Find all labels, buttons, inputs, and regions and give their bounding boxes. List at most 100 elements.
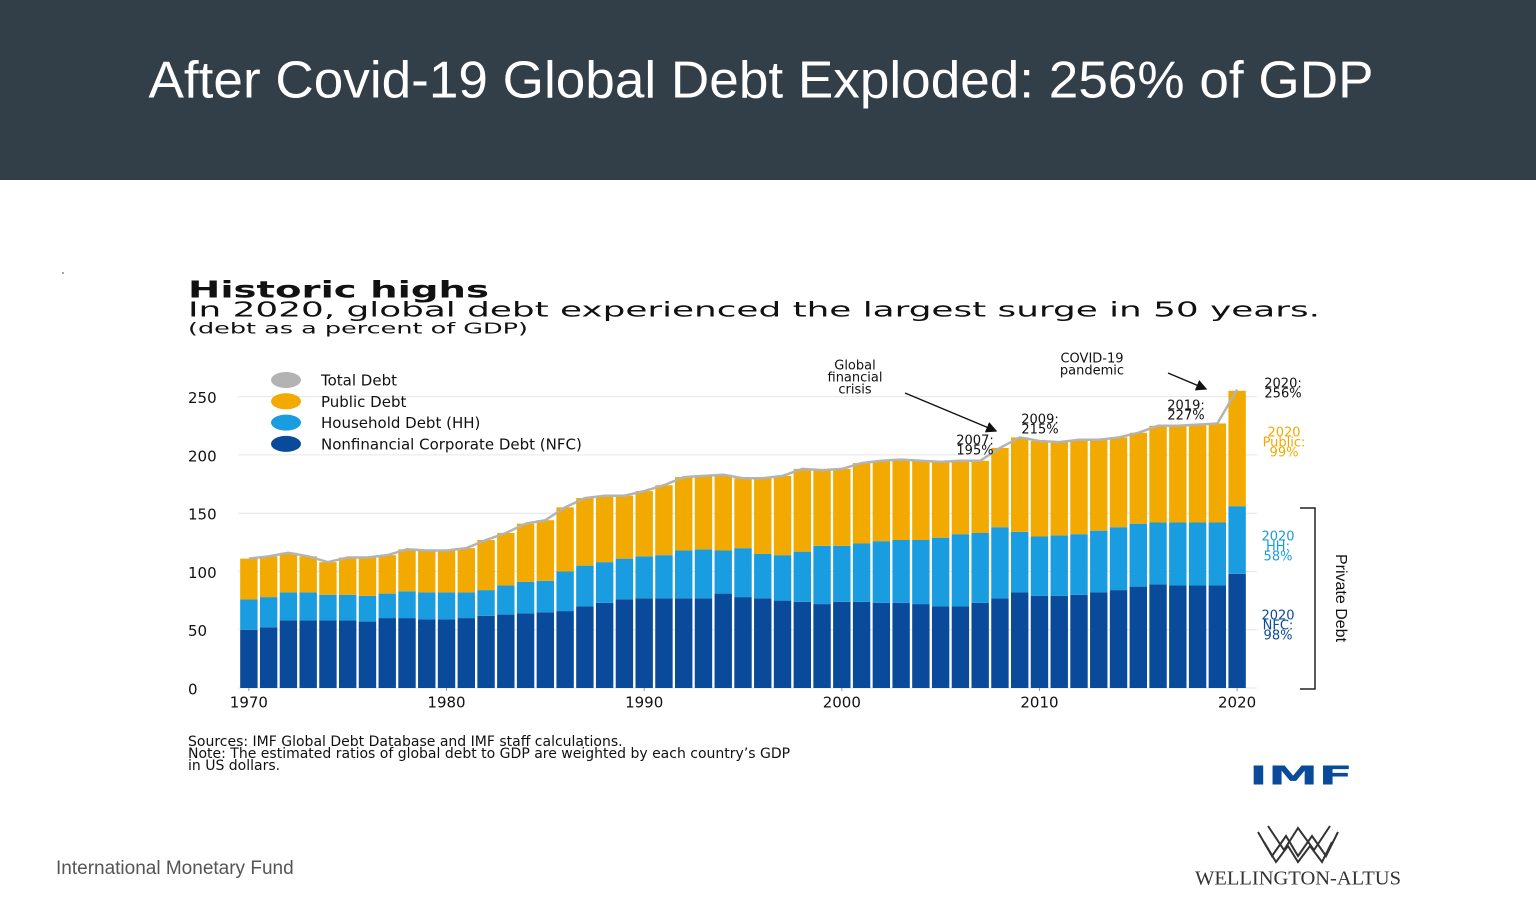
bar [793,468,811,552]
legend-swatch [271,393,301,410]
bar [655,485,673,556]
bar [714,550,732,594]
arrow [904,392,998,433]
y-tick-label: 0 [188,681,198,699]
private-debt-bracket [1300,507,1316,690]
bar [655,598,673,688]
bar [299,620,317,688]
annotation: 58% [1264,550,1293,565]
bar [536,612,555,688]
bar [279,592,298,621]
annotation: Public: [1263,436,1306,451]
bar [1228,573,1246,688]
slide-title: After Covid-19 Global Debt Exploded: 256… [149,52,1374,110]
bar [1169,585,1187,688]
bar [358,557,377,596]
bar [714,474,732,551]
bar [991,527,1009,599]
axes: 0 50 100 150 200 250 1970 1980 1990 2000 2010 2020 [188,389,1256,711]
chart-title: Historic highs [188,278,489,304]
bar [754,598,772,688]
bar [477,590,495,616]
bar [793,601,811,688]
bar [1149,584,1167,688]
bar [299,556,317,593]
total-line [248,389,1239,564]
bar [1149,425,1167,523]
bar [773,475,792,556]
bar [852,463,871,544]
annotation: 215% [1021,423,1058,438]
bar [694,549,713,599]
bar [1228,390,1246,507]
bar [635,598,653,688]
x-tick-label: 2020 [1218,694,1256,712]
bar [1050,595,1068,688]
bar [734,548,752,598]
bar [991,598,1009,688]
bar [773,555,792,601]
bar [497,614,515,688]
arrow [1167,372,1208,391]
annotation: pandemic [1060,364,1124,379]
bar [299,592,317,621]
bar [556,571,574,612]
bar [536,580,555,613]
legend-swatch [271,435,301,452]
bar [793,551,811,602]
bar [655,555,673,599]
x-tick-label: 2000 [823,694,861,712]
bar [259,597,278,628]
bar [437,592,456,620]
legend-swatch [271,372,301,388]
bar [418,619,436,688]
bar [971,533,989,603]
bar [1011,531,1029,593]
brand-logo-mark [1257,825,1339,864]
bar [418,550,436,593]
bar [615,599,634,688]
bar [536,520,555,581]
bar [477,615,495,688]
annotation: 2009: [1021,413,1058,428]
bar [1228,506,1246,574]
bar [1030,536,1049,596]
bar [675,477,693,551]
bar [319,562,337,595]
bar [813,604,831,688]
bar [1090,592,1108,688]
bar [892,602,910,688]
bar [1011,437,1029,532]
annotation: 98% [1264,629,1293,644]
chart-subtitle: In 2020, global debt experienced the lar… [188,298,1320,322]
bar [240,599,258,630]
bar [675,598,693,688]
lines [248,389,1239,564]
bar [1129,523,1147,587]
bar [872,602,891,688]
bar [516,581,535,614]
annotation: NFC: [1263,619,1294,634]
bar [931,537,950,607]
bar [1011,592,1029,688]
bar [1109,590,1128,688]
bar [892,539,910,603]
bar [1090,439,1108,531]
bar [1050,442,1068,536]
bar [734,597,752,688]
chart-note: (debt as a percent of GDP) [188,320,528,338]
bar [1149,522,1167,585]
bar [931,606,950,688]
bar [358,621,377,688]
legend-swatch [271,414,301,431]
y-tick-label: 100 [188,564,217,582]
dot [62,272,64,274]
y-tick-label: 250 [188,389,217,407]
bar [576,498,594,566]
bar [576,606,594,688]
bar [754,478,772,554]
annotation: COVID-19 [1060,352,1123,367]
bar [339,594,357,621]
